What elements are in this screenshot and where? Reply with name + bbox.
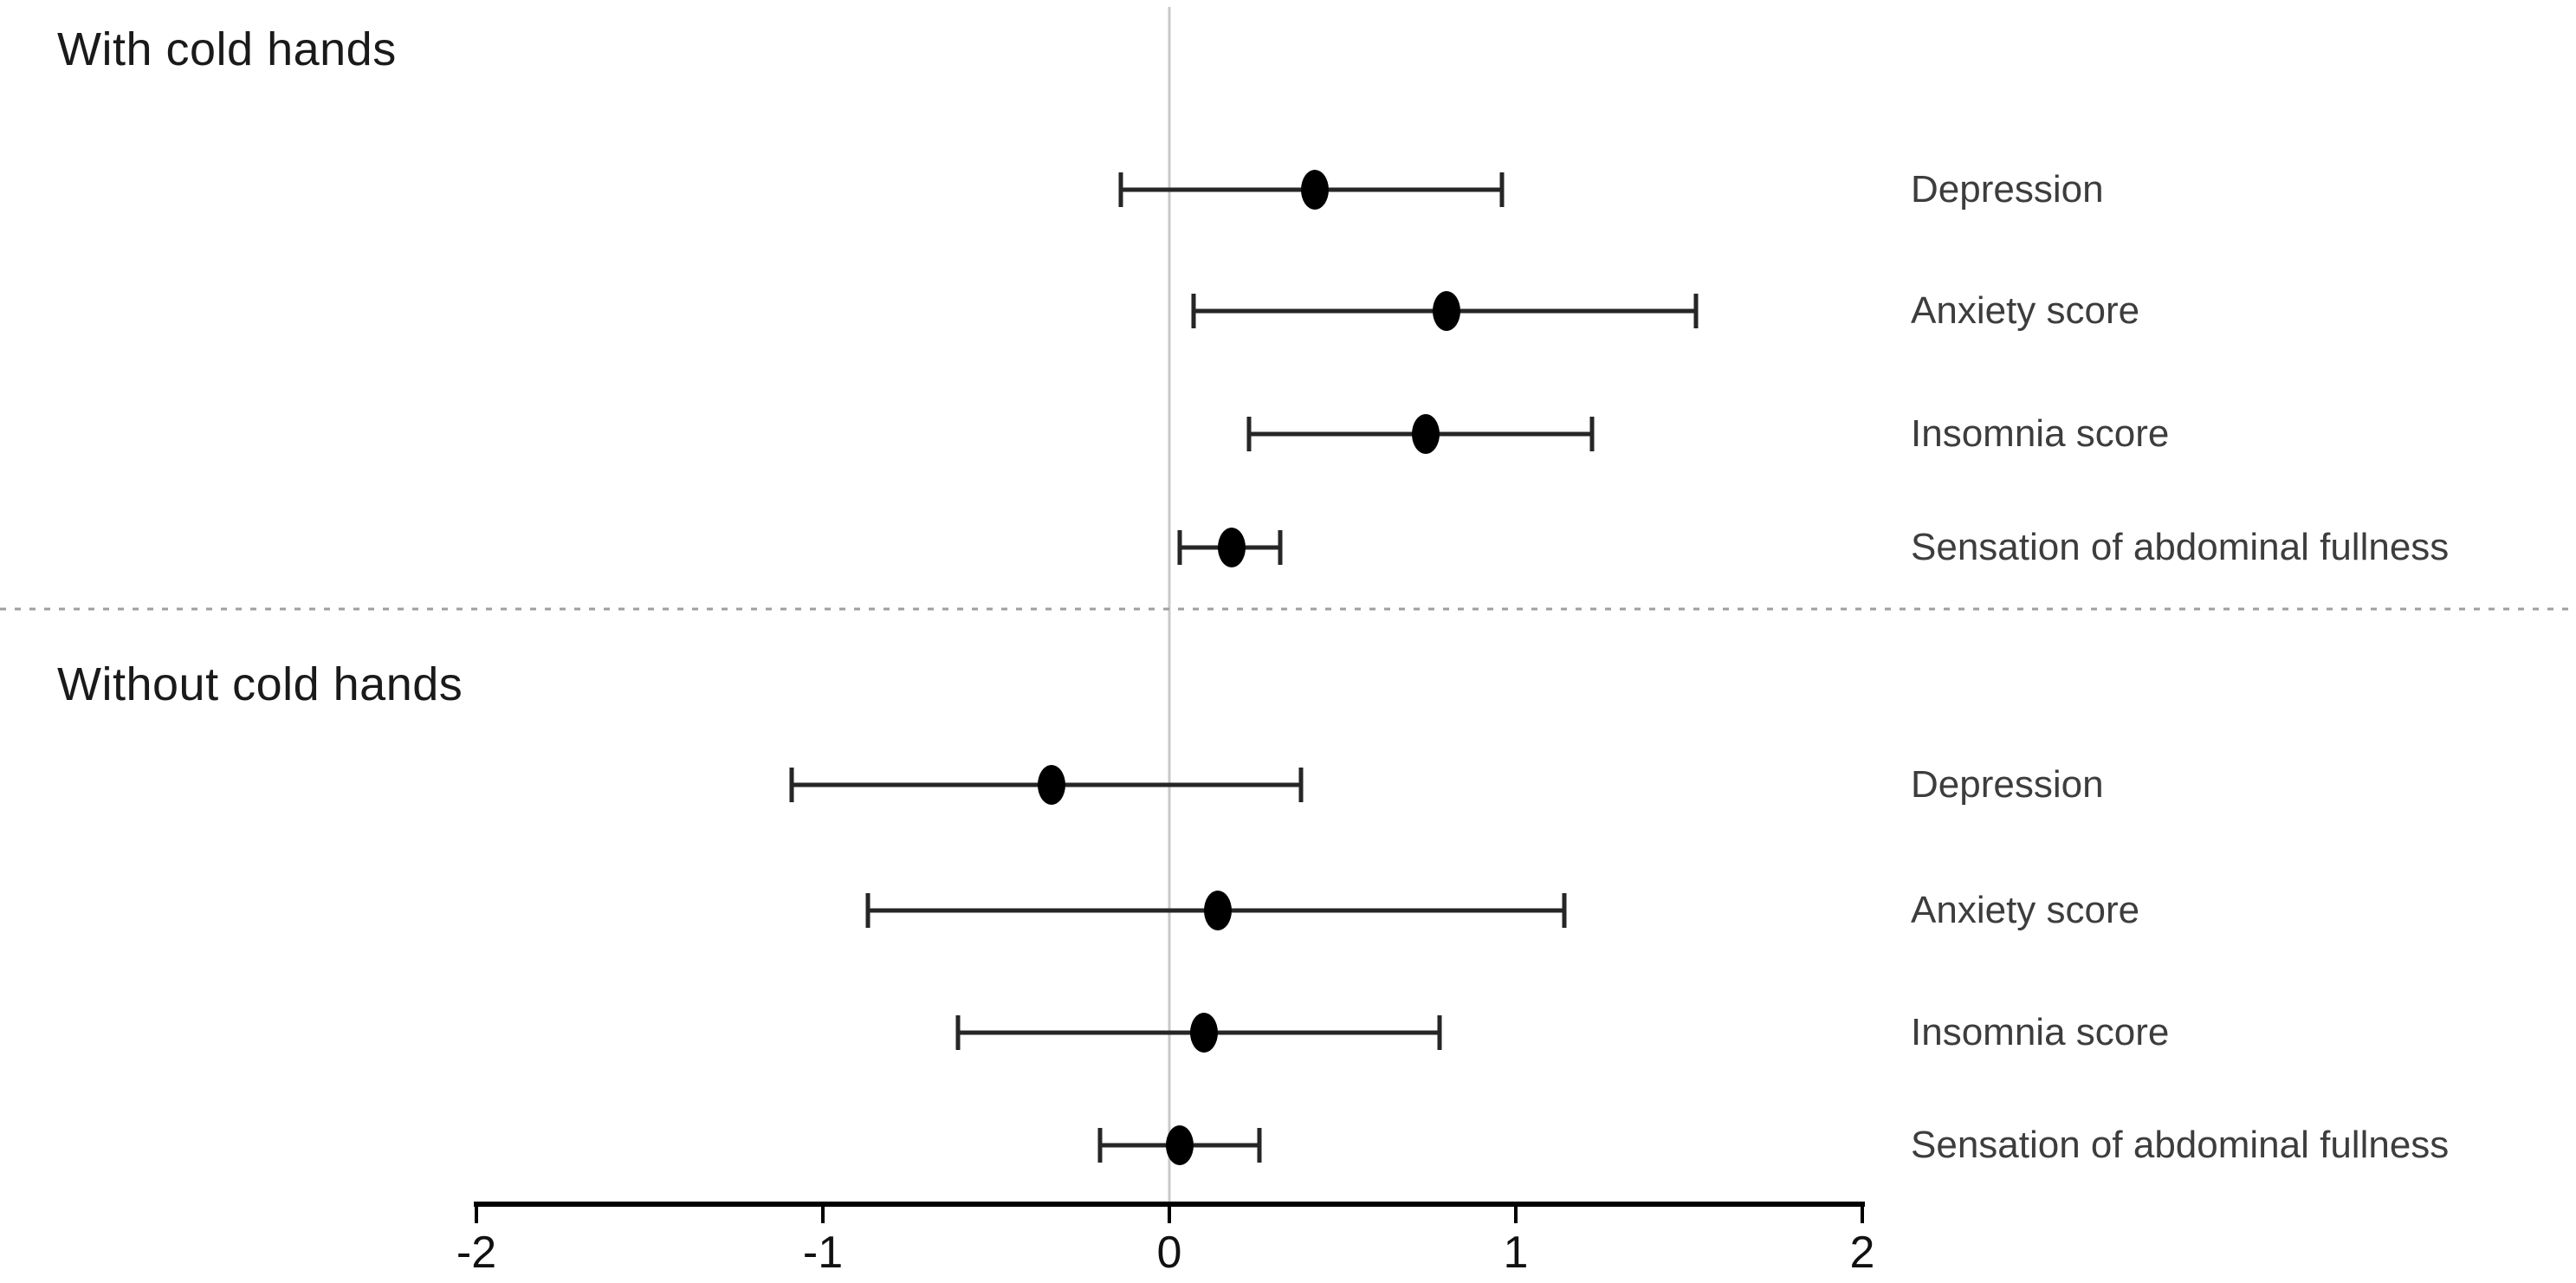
row-label-abdominal-fullness-without: Sensation of abdominal fullness — [1911, 1124, 2450, 1166]
row-label-depression-without: Depression — [1911, 763, 2104, 806]
section-title-without-cold-hands: Without cold hands — [57, 658, 463, 710]
point-estimate-marker — [1301, 170, 1329, 210]
point-estimate-marker — [1190, 1013, 1218, 1053]
x-axis-tick-label-neg1: -1 — [802, 1228, 844, 1278]
row-label-anxiety-without: Anxiety score — [1911, 889, 2140, 931]
row-label-insomnia-with: Insomnia score — [1911, 412, 2170, 455]
row-label-insomnia-without: Insomnia score — [1911, 1011, 2170, 1053]
row-label-abdominal-fullness-with: Sensation of abdominal fullness — [1911, 526, 2450, 568]
point-estimate-marker — [1218, 528, 1246, 567]
point-estimate-marker — [1433, 291, 1460, 331]
x-axis-tick-label-1: 1 — [1503, 1228, 1529, 1278]
point-estimate-marker — [1038, 765, 1065, 805]
row-label-anxiety-with: Anxiety score — [1911, 289, 2140, 332]
point-estimate-marker — [1412, 414, 1440, 454]
row-label-depression-with: Depression — [1911, 168, 2104, 211]
point-estimate-marker — [1166, 1125, 1194, 1165]
x-axis-tick-label-0: 0 — [1156, 1228, 1182, 1278]
x-axis-tick-label-neg2: -2 — [456, 1228, 497, 1278]
section-title-with-cold-hands: With cold hands — [57, 23, 397, 75]
x-axis-tick-label-2: 2 — [1849, 1228, 1875, 1278]
point-estimate-marker — [1204, 891, 1232, 930]
